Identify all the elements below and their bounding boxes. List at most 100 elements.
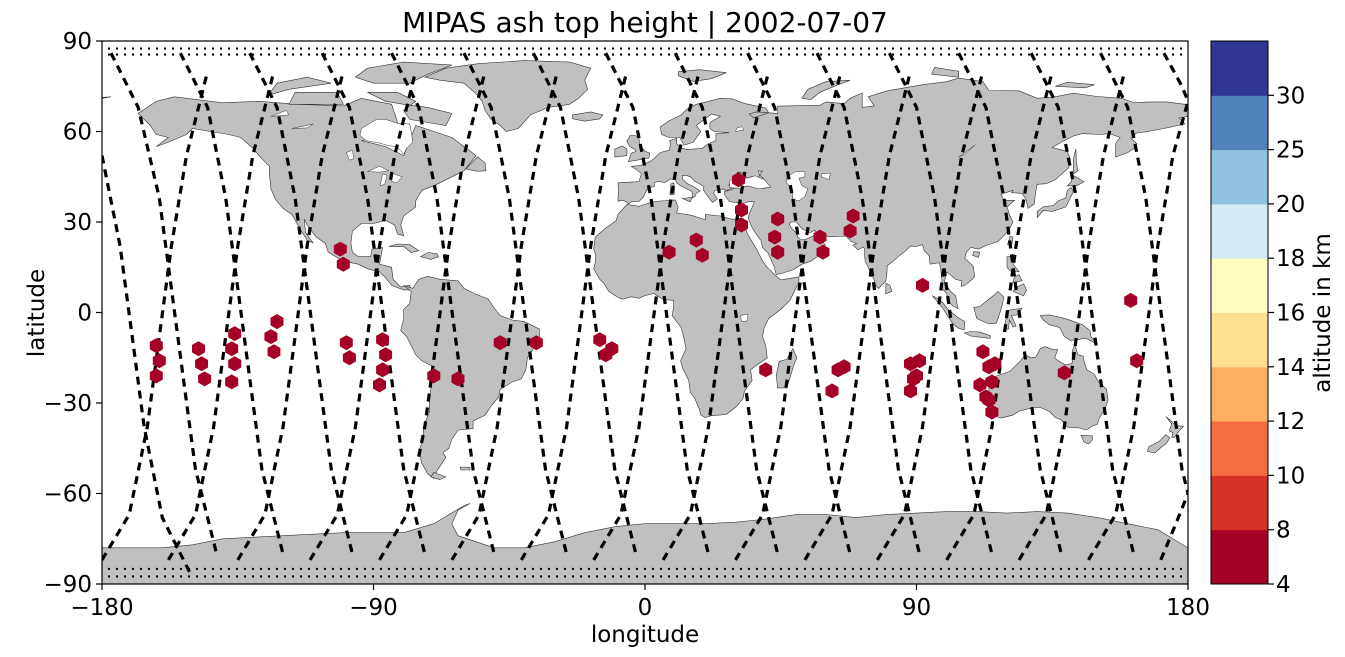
ash-point-marker xyxy=(813,229,827,245)
orbit-track xyxy=(957,52,1063,555)
ash-point-marker xyxy=(982,392,996,408)
ash-point-layer xyxy=(149,172,1144,420)
map-area xyxy=(101,40,1189,585)
ash-point-marker xyxy=(333,241,347,257)
colorbar-segment xyxy=(1211,421,1268,476)
ash-point-marker xyxy=(149,338,163,354)
y-tick-label: 30 xyxy=(63,210,92,236)
colorbar-tick-label: 12 xyxy=(1276,409,1305,435)
y-tick-label: −90 xyxy=(43,572,92,598)
y-axis-label: latitude xyxy=(24,269,50,357)
colorbar-tick-label: 4 xyxy=(1276,572,1291,598)
ash-point-marker xyxy=(662,244,676,260)
colorbar: 4 8 10 12 14 16 18 20 25 30 xyxy=(1210,40,1305,598)
ash-point-marker xyxy=(529,335,543,351)
colorbar-segment xyxy=(1211,529,1268,585)
ash-point-marker xyxy=(1057,365,1071,381)
colorbar-tick-label: 18 xyxy=(1276,246,1305,272)
ash-point-marker xyxy=(192,341,205,357)
x-tick-label: −90 xyxy=(349,595,398,621)
land-sakhalin xyxy=(1073,148,1079,175)
land-africa xyxy=(593,199,800,418)
orbit-track xyxy=(746,52,852,555)
ash-point-marker xyxy=(195,356,208,372)
land-cuba xyxy=(388,243,420,253)
ash-point-marker xyxy=(225,341,239,357)
ash-point-marker xyxy=(771,211,785,227)
water-lake-victoria xyxy=(740,313,748,322)
x-tick-label: −180 xyxy=(70,595,133,621)
ash-point-marker xyxy=(379,347,393,363)
land-wrangel xyxy=(102,96,112,99)
ash-point-marker xyxy=(342,350,356,366)
orbit-track xyxy=(462,52,569,555)
orbit-track xyxy=(604,52,710,555)
colorbar-tick-label: 20 xyxy=(1276,192,1305,218)
x-tick-label: 180 xyxy=(1166,595,1210,621)
orbit-track xyxy=(390,52,496,555)
ash-point-marker xyxy=(152,353,166,369)
orbit-track xyxy=(531,52,638,555)
orbit-track xyxy=(320,52,427,555)
land-java xyxy=(963,331,991,339)
orbit-track xyxy=(815,52,922,555)
ash-point-marker xyxy=(913,353,926,369)
orbit-track xyxy=(1099,52,1188,494)
ash-point-marker xyxy=(816,244,830,260)
land-victoria-island xyxy=(288,92,344,105)
ash-point-marker xyxy=(771,244,785,260)
land-novaya-zemlya xyxy=(801,79,851,100)
water-lake-superior xyxy=(367,165,390,173)
ash-point-marker xyxy=(228,356,242,372)
ash-point-marker xyxy=(916,277,929,293)
orbit-track xyxy=(1029,52,1136,555)
land-layer xyxy=(102,60,1188,584)
ash-point-marker xyxy=(904,383,917,399)
ash-point-marker xyxy=(270,314,284,330)
ash-point-marker xyxy=(427,368,441,384)
colorbar-segment xyxy=(1211,366,1268,422)
ash-point-marker xyxy=(336,256,350,272)
land-australia xyxy=(988,343,1109,431)
land-tierra-del-fuego xyxy=(430,472,447,480)
colorbar-tick-label: 8 xyxy=(1276,518,1291,544)
land-japan xyxy=(1036,187,1074,219)
ash-point-marker xyxy=(985,374,999,390)
land-falklands xyxy=(459,466,471,471)
orbit-track-layer xyxy=(102,47,1188,578)
land-nz-south xyxy=(1146,434,1171,454)
water-aral-sea xyxy=(821,172,831,181)
x-axis: −180 −90 0 90 180 xyxy=(70,584,1210,621)
y-tick-label: 0 xyxy=(77,301,92,327)
orbit-track xyxy=(1162,52,1188,102)
ash-point-marker xyxy=(593,332,607,348)
water-lake-michigan xyxy=(379,173,388,187)
ash-point-marker xyxy=(493,335,507,351)
ash-point-marker xyxy=(339,335,353,351)
land-newfoundland xyxy=(465,156,487,172)
ash-point-marker xyxy=(985,404,999,420)
colorbar-tick-label: 25 xyxy=(1276,138,1305,164)
land-south-america xyxy=(400,275,540,479)
orbit-track xyxy=(178,52,285,555)
ash-point-marker xyxy=(373,377,386,393)
ash-point-marker xyxy=(1130,353,1144,369)
land-hispaniola xyxy=(419,252,439,260)
land-iceland xyxy=(572,111,604,122)
ash-point-marker xyxy=(695,247,709,263)
water-lake-ladoga xyxy=(735,126,745,132)
y-tick-label: 90 xyxy=(63,29,92,55)
x-tick-label: 90 xyxy=(902,595,931,621)
land-madagascar xyxy=(775,348,798,389)
land-sri-lanka xyxy=(885,282,893,295)
orbit-track xyxy=(248,52,354,555)
orbit-track xyxy=(887,52,994,555)
ash-point-marker xyxy=(973,377,987,393)
ash-point-marker xyxy=(907,371,920,387)
ash-point-marker xyxy=(605,341,619,357)
ash-point-marker xyxy=(1124,292,1138,308)
colorbar-segment xyxy=(1211,149,1268,205)
y-axis: −90 −60 −30 0 30 60 90 xyxy=(43,29,102,598)
ash-point-marker xyxy=(846,208,860,224)
colorbar-segment xyxy=(1211,41,1268,96)
